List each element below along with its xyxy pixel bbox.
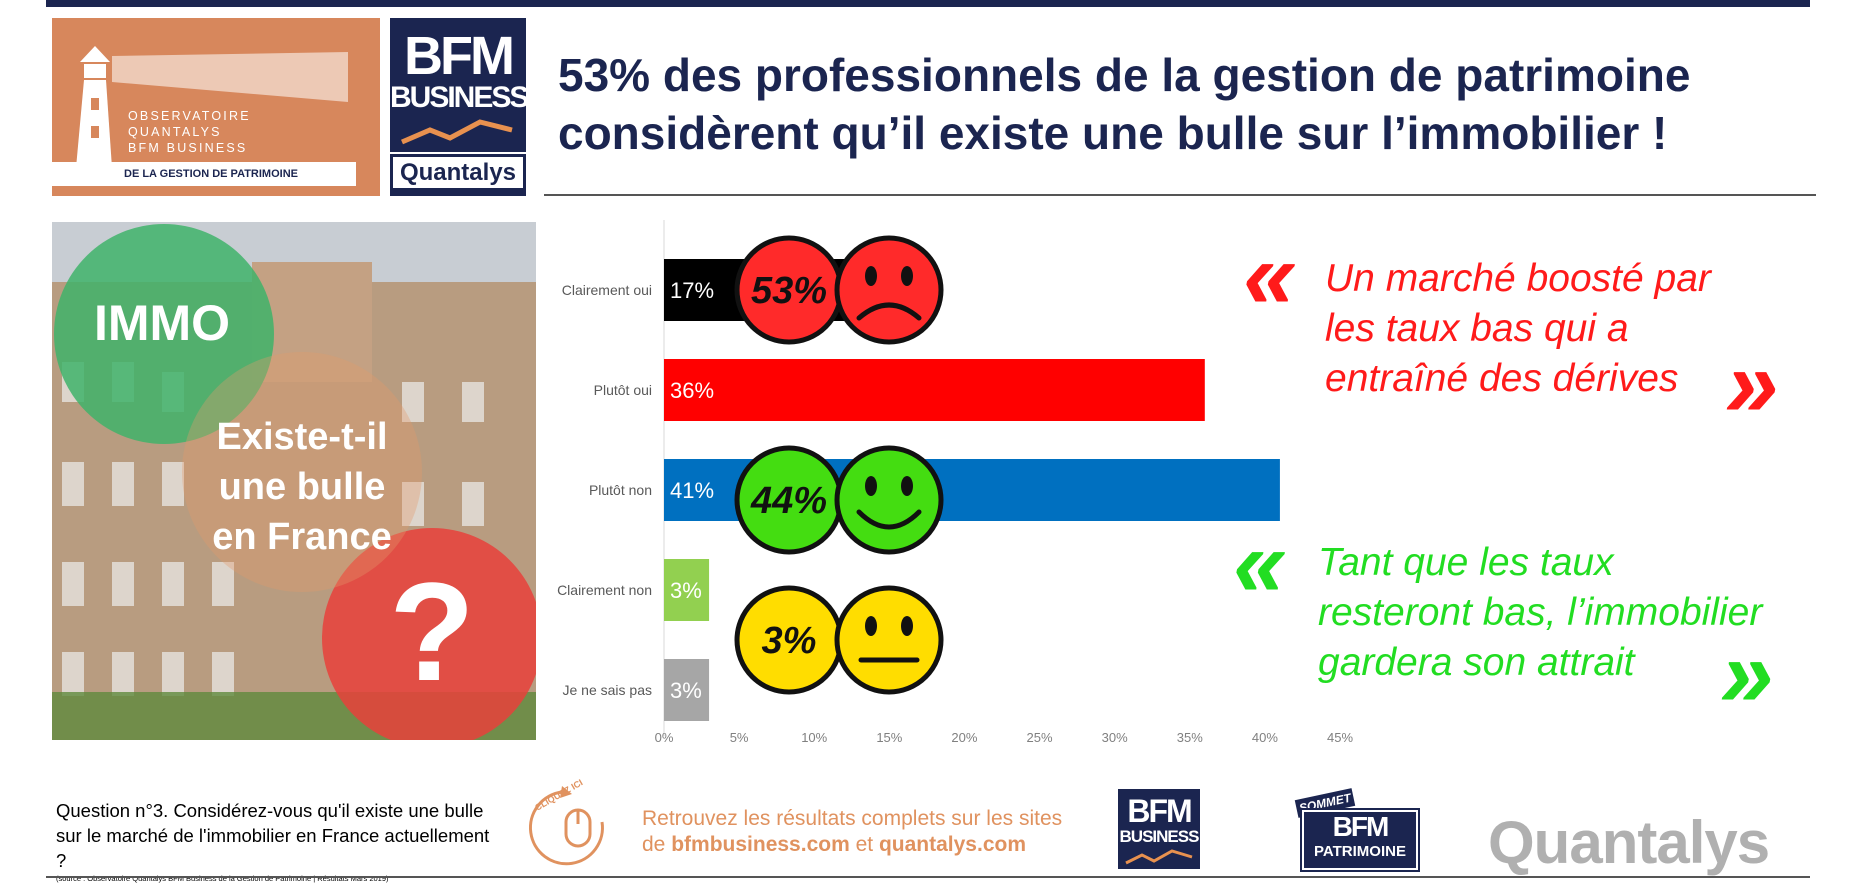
percent-bubble-label: 3% (762, 620, 817, 662)
link-quantalys[interactable]: quantalys.com (878, 833, 1026, 856)
x-tick-label: 45% (1327, 730, 1353, 745)
observatoire-band: DE LA GESTION DE PATRIMOINE (52, 162, 356, 186)
mouse-click-icon (528, 786, 604, 866)
chart-trend-icon (1125, 849, 1193, 865)
quote-green-line-1: Tant que les taux (1318, 541, 1614, 584)
quantalys-logo-bottom[interactable]: Quantalys (1488, 808, 1770, 877)
quote-red-line-1: Un marché boosté par (1325, 257, 1711, 300)
x-tick-label: 5% (730, 730, 749, 745)
bubble-line-2: une bulle (218, 466, 386, 508)
bar-chart: Clairement oui 17% Plutôt oui 36% Plutôt non… (557, 220, 1353, 745)
promo-et: et (855, 833, 874, 856)
bfm-logo-business: BUSINESS (390, 81, 529, 114)
quote-red-close: » (1725, 330, 1779, 437)
bar (664, 659, 710, 721)
quantalys-bottom-text: Quantalys (1488, 809, 1770, 876)
face-eye-right (901, 266, 913, 286)
bfm-bottom-bfm: BFM (1127, 793, 1192, 829)
bottom-rule (46, 876, 1810, 878)
x-tick-label: 35% (1177, 730, 1203, 745)
promo-line-1: Retrouvez les résultats complets sur les… (642, 807, 1063, 830)
quote-green-line-3: gardera son attrait (1318, 641, 1635, 684)
x-tick-label: 10% (801, 730, 827, 745)
category-label: Plutôt oui (594, 382, 652, 398)
quote-red: « Un marché boosté par les taux bas qui … (1243, 228, 1845, 432)
x-tick-label: 0% (655, 730, 674, 745)
quote-green-close: » (1720, 620, 1774, 727)
obs-line-3: BFM BUSINESS (128, 141, 248, 155)
click-here-badge[interactable]: CLIQUEZ ICI (522, 777, 614, 876)
face-eye-right (901, 476, 913, 496)
obs-line-2: QUANTALYS (128, 125, 222, 139)
bfm-bottom-business: BUSINESS (1119, 827, 1200, 846)
bfm-business-logo-bottom[interactable]: BFM BUSINESS (1118, 789, 1200, 869)
question-mark: ? (389, 553, 475, 710)
link-bfmbusiness[interactable]: bfmbusiness.com (671, 833, 850, 856)
building-illustration (52, 222, 536, 740)
sommet-box: BFM PATRIMOINE (1302, 810, 1418, 870)
top-rule (46, 0, 1810, 7)
results-promo: Retrouvez les résultats complets sur les… (642, 806, 1062, 858)
title-rule (544, 194, 1816, 196)
survey-question: Question n°3. Considérez-vous qu'il exis… (56, 800, 490, 871)
chart-trend-icon (401, 119, 513, 145)
percent-bubble-label: 44% (750, 480, 827, 522)
quote-green-open: « (1233, 510, 1287, 617)
category-label: Plutôt non (589, 482, 652, 498)
quantalys-logo-top: Quantalys (390, 154, 526, 196)
data-label: 36% (670, 378, 714, 403)
bar (664, 359, 1205, 421)
data-label: 3% (670, 678, 702, 703)
bfm-logo-bfm: BFM (404, 26, 515, 86)
x-tick-label: 20% (951, 730, 977, 745)
category-label: Clairement non (557, 582, 652, 598)
x-tick-label: 30% (1102, 730, 1128, 745)
category-label: Clairement oui (562, 282, 652, 298)
face-mouth (856, 302, 922, 321)
category-label: Je ne sais pas (563, 682, 653, 698)
building-photo: IMMO Existe-t-il une bulle en France ? (52, 222, 536, 740)
x-tick-label: 25% (1027, 730, 1053, 745)
face-eye-left (865, 266, 877, 286)
face-eye-right (901, 616, 913, 636)
title-line-2: considèrent qu’il existe une bulle sur l… (558, 107, 1668, 159)
sommet-bfm-patrimoine-logo[interactable]: SOMMET BFM PATRIMOINE (1294, 788, 1418, 870)
face-mouth (856, 509, 922, 530)
promo-line-2: de bfmbusiness.com et quantalys.com (642, 832, 1062, 858)
bubble-line-3: en France (212, 516, 392, 558)
observatoire-text: OBSERVATOIRE QUANTALYS BFM BUSINESS (128, 108, 251, 156)
quote-red-line-2: les taux bas qui a (1325, 307, 1629, 350)
quote-red-line-3: entraîné des dérives (1325, 357, 1679, 400)
face-eye-left (865, 476, 877, 496)
data-label: 41% (670, 478, 714, 503)
x-tick-label: 40% (1252, 730, 1278, 745)
sommet-bfm: BFM (1332, 811, 1390, 842)
quantalys-logo-text: Quantalys (393, 157, 523, 188)
face-eye-left (865, 616, 877, 636)
happy-face-icon (834, 445, 944, 555)
immo-badge: IMMO (93, 295, 231, 351)
neutral-face-icon (834, 585, 944, 695)
page-title: 53% des professionnels de la gestion de … (558, 46, 1808, 162)
quote-green-line-2: resteront bas, l’immobilier (1318, 591, 1763, 634)
x-tick-label: 15% (876, 730, 902, 745)
obs-line-1: OBSERVATOIRE (128, 109, 251, 123)
bar (664, 559, 710, 621)
bubble-line-1: Existe-t-il (216, 416, 388, 458)
bfm-business-logo: BFM BUSINESS (390, 18, 529, 152)
sad-face-icon (834, 235, 944, 345)
quote-red-open: « (1243, 222, 1297, 329)
lighthouse-icon (76, 46, 348, 168)
observatoire-logo: OBSERVATOIRE QUANTALYS BFM BUSINESS DE L… (52, 18, 380, 196)
quote-green: « Tant que les taux resteront bas, l’imm… (1233, 516, 1858, 722)
bubble-question: Existe-t-il une bulle en France (132, 412, 472, 562)
promo-de: de (642, 833, 666, 856)
data-label: 17% (670, 278, 714, 303)
title-line-1: 53% des professionnels de la gestion de … (558, 49, 1691, 101)
percent-bubble-label: 53% (751, 270, 827, 312)
data-label: 3% (670, 578, 702, 603)
sommet-patrimoine: PATRIMOINE (1314, 843, 1406, 860)
